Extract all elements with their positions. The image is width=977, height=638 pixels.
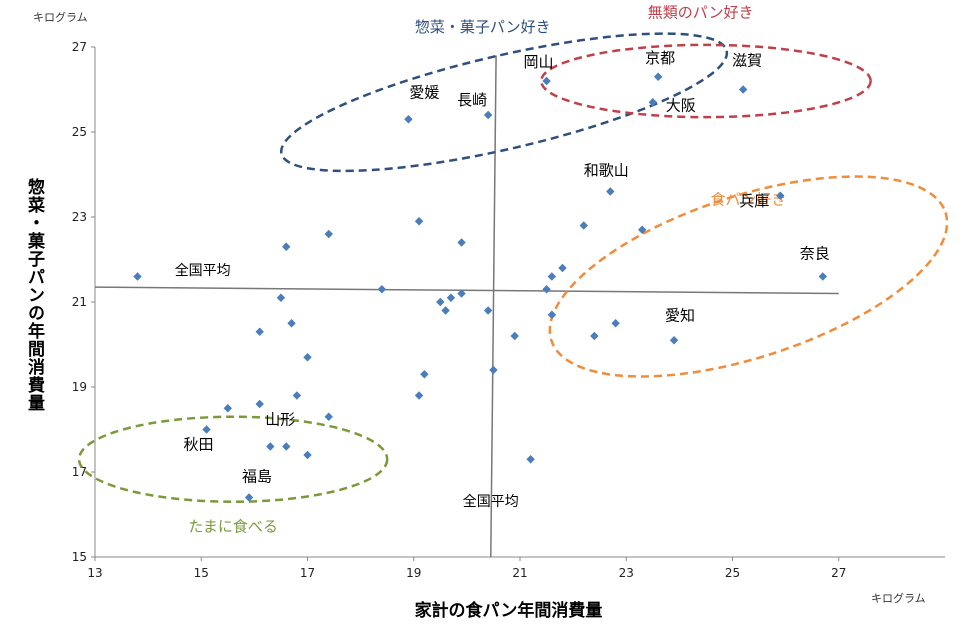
data-point	[276, 293, 286, 302]
y-tick-label: 25	[72, 125, 87, 139]
data-point	[324, 412, 333, 421]
data-point	[637, 225, 647, 234]
data-point	[441, 306, 450, 315]
y-tick-label: 27	[72, 40, 87, 54]
x-tick-label: 19	[406, 566, 421, 580]
vertical-average-label: 全国平均	[463, 493, 519, 510]
horizontal-average-line	[94, 286, 839, 295]
x-tick-label: 23	[619, 566, 634, 580]
data-point	[266, 442, 275, 451]
data-point	[542, 76, 551, 86]
data-point	[404, 115, 413, 124]
data-point	[202, 425, 211, 434]
data-point	[558, 263, 567, 273]
y-tick-label: 15	[72, 550, 87, 564]
y-tick-label: 21	[72, 295, 87, 309]
data-point	[653, 72, 663, 81]
x-tick-label: 27	[831, 566, 846, 580]
y-unit-label: キログラム	[33, 11, 88, 24]
data-point	[776, 191, 785, 200]
data-point	[542, 285, 551, 294]
data-point	[457, 289, 466, 298]
point-label: 兵庫	[739, 192, 769, 210]
point-label: 和歌山	[584, 162, 629, 180]
x-axis-label: 家計の食パン年間消費量	[414, 601, 603, 621]
y-tick-label: 23	[72, 210, 87, 224]
data-point	[738, 85, 748, 94]
horizontal-average-label: 全国平均	[175, 262, 231, 279]
data-point	[483, 306, 493, 315]
data-point	[483, 110, 493, 120]
data-point	[287, 319, 296, 328]
group-label: たまに食べる	[188, 518, 278, 536]
data-point	[282, 242, 291, 251]
point-label: 愛媛	[409, 83, 439, 101]
data-point	[324, 229, 333, 239]
data-point	[436, 297, 445, 307]
data-point	[244, 493, 254, 502]
data-point	[255, 399, 264, 409]
data-point	[414, 217, 424, 226]
data-point	[818, 272, 828, 281]
data-point	[648, 98, 658, 107]
data-point	[282, 442, 291, 451]
data-point	[255, 327, 264, 336]
data-point	[377, 285, 387, 294]
group-ellipse	[540, 43, 872, 119]
point-label: 山形	[265, 411, 295, 429]
vertical-average-line	[490, 55, 497, 558]
data-point	[547, 310, 557, 319]
point-label: 愛知	[665, 306, 695, 324]
data-point	[606, 187, 615, 196]
group-label: 無類のパン好き	[648, 3, 754, 21]
data-point	[669, 336, 679, 345]
x-tick-label: 25	[725, 566, 740, 580]
x-tick-label: 13	[87, 566, 102, 580]
point-label: 秋田	[184, 436, 214, 454]
data-point	[579, 221, 588, 230]
group-label: 食パン好き	[711, 190, 787, 208]
point-label: 大阪	[666, 96, 696, 114]
group-ellipse	[548, 175, 949, 378]
data-point	[292, 391, 302, 400]
data-point	[414, 391, 424, 400]
point-label: 長崎	[457, 91, 487, 109]
y-axis-label: 惣菜・菓子パンの年間消費量	[24, 178, 44, 412]
data-point	[611, 319, 620, 328]
data-point	[303, 450, 312, 460]
data-point	[457, 238, 466, 247]
x-unit-label: キログラム	[871, 592, 926, 605]
x-tick-label: 17	[300, 566, 315, 580]
data-point	[446, 293, 456, 302]
x-tick-label: 21	[512, 566, 527, 580]
data-point	[547, 272, 557, 281]
y-tick-label: 19	[72, 380, 87, 394]
point-label: 京都	[645, 49, 675, 67]
data-point	[510, 331, 519, 341]
data-point	[526, 455, 535, 464]
x-tick-label: 15	[194, 566, 209, 580]
data-point	[489, 365, 498, 375]
group-ellipse	[77, 415, 389, 503]
point-label: 福島	[242, 468, 272, 486]
group-label: 惣菜・菓子パン好き	[415, 18, 551, 36]
data-point	[420, 370, 429, 379]
data-point	[223, 404, 233, 413]
point-label: 奈良	[800, 245, 830, 263]
point-label: 滋賀	[732, 52, 762, 70]
data-point	[133, 272, 142, 281]
point-label: 岡山	[524, 53, 554, 71]
data-point	[590, 331, 599, 341]
y-tick-label: 17	[72, 465, 87, 479]
data-point	[303, 353, 312, 362]
